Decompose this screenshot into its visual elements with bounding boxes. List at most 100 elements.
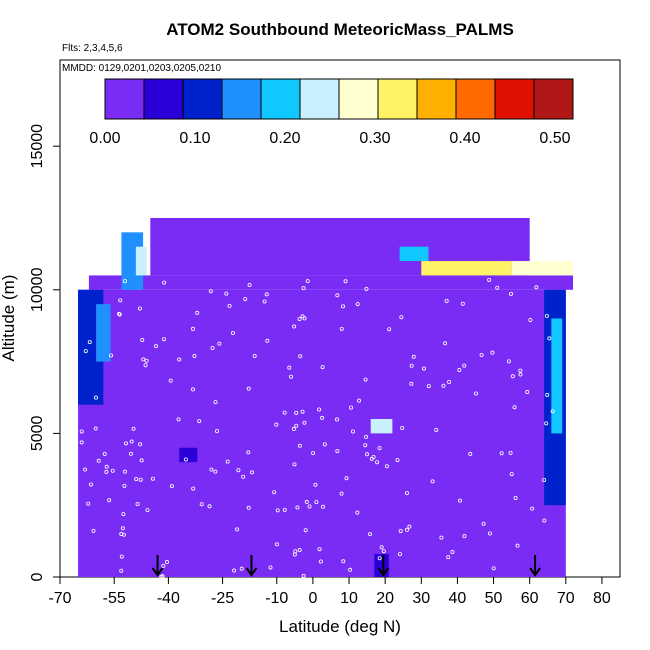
sample-point [363,443,368,448]
sample-point [318,559,323,564]
sample-point [230,330,235,335]
sample-point [447,379,452,384]
sample-point [225,459,230,464]
sample-point [183,457,188,462]
sample-point [298,354,303,359]
x-tick-label: 30 [412,590,430,607]
sample-point [215,429,220,434]
sample-point [313,482,318,487]
sample-point [446,555,451,560]
sample-point [530,506,535,511]
sample-point [510,374,515,379]
sample-point [460,301,465,306]
sample-point [160,574,165,579]
sample-point [550,409,555,414]
sample-point [110,468,115,473]
sample-point [272,490,277,495]
sample-point [252,353,257,358]
sample-point [430,479,435,484]
sample-point [249,470,254,475]
sample-point [341,559,346,564]
sample-point [547,336,552,341]
sample-point [83,467,88,472]
sample-point [282,507,287,512]
sample-point [355,302,360,307]
sample-point [444,298,449,303]
sample-point [335,449,340,454]
sample-point [350,429,355,434]
sample-point [236,468,241,473]
x-tick-label: -10 [265,590,288,607]
sample-point [506,359,511,364]
x-tick-label: -25 [211,590,234,607]
sample-point [119,568,124,573]
sample-point [199,502,204,507]
sample-point [235,527,240,532]
sample-point [129,439,134,444]
flights-note: Flts: 2,3,4,5,6 [62,43,123,54]
colorbar-tick-label: 0.30 [359,130,390,147]
heatmap-field-lower [78,289,566,577]
sample-point [294,410,299,415]
heatmap-cell [96,304,111,362]
sample-point [282,410,287,415]
sample-point [161,563,166,568]
sample-point [168,378,173,383]
sample-point [295,505,300,510]
sample-point [232,568,237,573]
sample-point [190,326,195,331]
sample-point [534,285,539,290]
sample-point [375,460,380,465]
sample-point [297,316,302,321]
sample-point [123,441,128,446]
sample-point [384,464,389,469]
sample-point [213,469,218,474]
sample-point [355,510,360,515]
sample-point [334,417,339,422]
sample-point [487,531,492,536]
sample-point [154,344,159,349]
sample-point [162,280,167,285]
sample-point [320,415,325,420]
sample-point [343,279,348,284]
sample-point [462,534,467,539]
sample-point [369,456,374,461]
sample-point [109,353,114,358]
sample-point [137,306,142,311]
sample-point [399,315,404,320]
sample-point [339,326,344,331]
sample-point [301,286,306,291]
sample-point [364,286,369,291]
sample-point [265,338,270,343]
x-tick-label: 0 [308,590,317,607]
sample-point [515,543,520,548]
sample-point [303,528,308,533]
sample-point [542,518,547,523]
sample-point [192,353,197,358]
sample-point [162,337,167,342]
sample-point [139,458,144,463]
sample-point [164,560,169,565]
sample-point [87,340,92,345]
sample-point [404,491,409,496]
sample-point [404,527,409,532]
sample-point [365,452,370,457]
x-tick-label: 40 [449,590,467,607]
sample-point [368,532,373,537]
sample-point [379,545,384,550]
colorbar-tick-label: 0.20 [269,130,300,147]
sample-point [512,405,517,410]
sample-point [239,566,244,571]
sample-point [150,476,155,481]
sample-point [145,508,150,513]
sample-point [144,358,149,363]
sample-point [348,567,353,572]
colorbar-tick-label: 0.50 [539,130,570,147]
sample-point [262,299,267,304]
y-tick-label: 0 [29,572,46,581]
heatmap-cell [551,318,563,434]
sample-point [357,398,362,403]
sample-point [518,372,523,377]
sample-point [134,476,139,481]
sample-point [495,285,500,290]
